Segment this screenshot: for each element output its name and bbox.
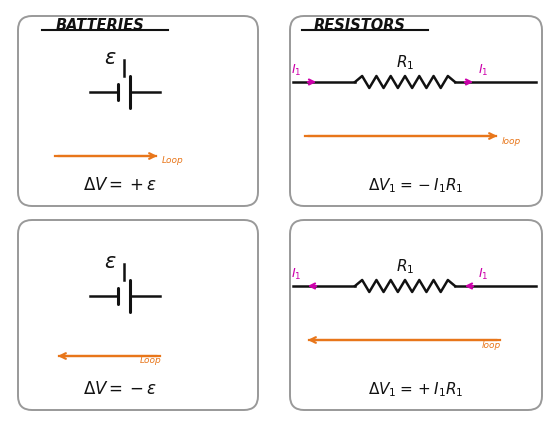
Text: loop: loop bbox=[502, 137, 522, 146]
FancyBboxPatch shape bbox=[18, 220, 258, 410]
FancyBboxPatch shape bbox=[290, 16, 542, 206]
Text: $I_1$: $I_1$ bbox=[478, 267, 488, 282]
Text: $I_1$: $I_1$ bbox=[478, 63, 488, 78]
Text: $I_1$: $I_1$ bbox=[291, 267, 301, 282]
Text: RESISTORS: RESISTORS bbox=[314, 18, 406, 33]
Text: $\Delta V = +\varepsilon$: $\Delta V = +\varepsilon$ bbox=[83, 178, 157, 195]
Text: $R_1$: $R_1$ bbox=[396, 53, 414, 72]
Text: $\Delta V_1 = -I_1 R_1$: $\Delta V_1 = -I_1 R_1$ bbox=[368, 177, 464, 195]
Text: loop: loop bbox=[482, 341, 502, 350]
FancyBboxPatch shape bbox=[18, 16, 258, 206]
Text: $\varepsilon$: $\varepsilon$ bbox=[104, 48, 116, 67]
Text: $I_1$: $I_1$ bbox=[291, 63, 301, 78]
Text: $\Delta V = -\varepsilon$: $\Delta V = -\varepsilon$ bbox=[83, 382, 157, 399]
Text: Loop: Loop bbox=[162, 156, 183, 165]
Text: BATTERIES: BATTERIES bbox=[56, 18, 145, 33]
Text: $\varepsilon$: $\varepsilon$ bbox=[104, 253, 116, 271]
Text: Loop: Loop bbox=[140, 356, 162, 365]
FancyBboxPatch shape bbox=[290, 220, 542, 410]
Text: $R_1$: $R_1$ bbox=[396, 257, 414, 276]
Text: $\Delta V_1 = +I_1 R_1$: $\Delta V_1 = +I_1 R_1$ bbox=[368, 381, 464, 399]
